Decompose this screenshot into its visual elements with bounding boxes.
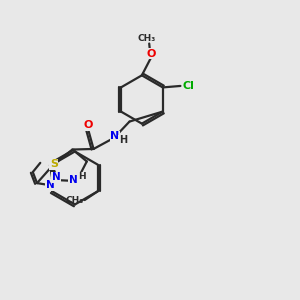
Text: S: S	[50, 159, 58, 169]
Text: N: N	[69, 176, 77, 185]
Text: Cl: Cl	[183, 81, 195, 91]
Text: CH₃: CH₃	[65, 196, 83, 205]
Text: N: N	[46, 180, 55, 190]
Text: H: H	[78, 172, 86, 181]
Text: O: O	[84, 120, 93, 130]
Text: O: O	[147, 49, 156, 59]
Text: CH₃: CH₃	[137, 34, 155, 43]
Text: N: N	[52, 172, 61, 182]
Text: H: H	[119, 135, 127, 145]
Text: N: N	[110, 131, 119, 141]
